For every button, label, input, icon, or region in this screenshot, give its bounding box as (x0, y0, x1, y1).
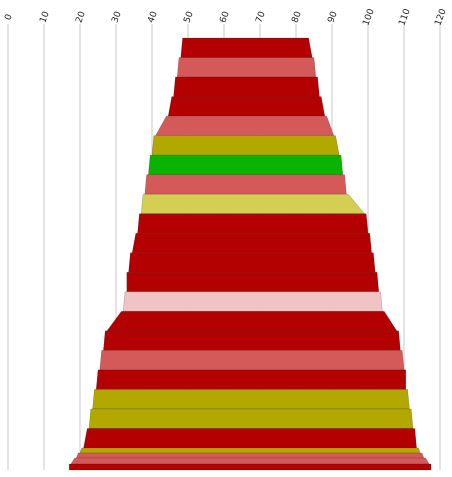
x-tick-label: 30 (110, 10, 123, 24)
x-tick-label: 40 (146, 10, 159, 24)
x-tick-label: 100 (361, 7, 376, 27)
bar-7 (148, 154, 344, 175)
bar-17 (99, 350, 405, 371)
bar-6 (151, 135, 340, 156)
x-tick-label: 90 (326, 10, 339, 24)
bar-22 (79, 447, 421, 454)
bar-3 (173, 76, 320, 97)
bars (68, 37, 432, 471)
bar-8 (144, 174, 347, 195)
bar-25 (68, 463, 432, 471)
bar-24 (70, 457, 430, 465)
bar-5 (155, 115, 335, 136)
x-tick-label: 70 (254, 10, 267, 24)
bar-13 (126, 271, 380, 293)
bar-23 (75, 452, 425, 459)
bar-11 (131, 232, 372, 254)
bar-18 (95, 369, 407, 390)
bar-1 (180, 37, 313, 58)
x-tick-labels: 0 10 20 30 40 50 60 70 80 90 100 110 120 (3, 7, 448, 27)
bar-14 (122, 291, 383, 312)
bar-9 (140, 193, 366, 215)
x-tick-label: 110 (397, 7, 412, 27)
bar-19 (92, 389, 410, 410)
bar-10 (137, 213, 369, 234)
bar-21 (83, 428, 417, 449)
x-tick-label: 120 (433, 7, 448, 27)
x-tick-label: 20 (74, 10, 87, 24)
bar-20 (88, 408, 414, 429)
bar-2 (176, 57, 317, 78)
x-tick-label: 80 (290, 10, 303, 24)
bar-15 (106, 311, 398, 332)
x-tick-label: 60 (218, 10, 231, 24)
x-tick-label: 0 (3, 13, 14, 22)
x-tick-label: 10 (38, 10, 51, 24)
x-tick-label: 50 (182, 10, 195, 24)
bar-4 (167, 96, 326, 117)
bar-12 (128, 252, 376, 273)
bar-16 (103, 330, 401, 351)
